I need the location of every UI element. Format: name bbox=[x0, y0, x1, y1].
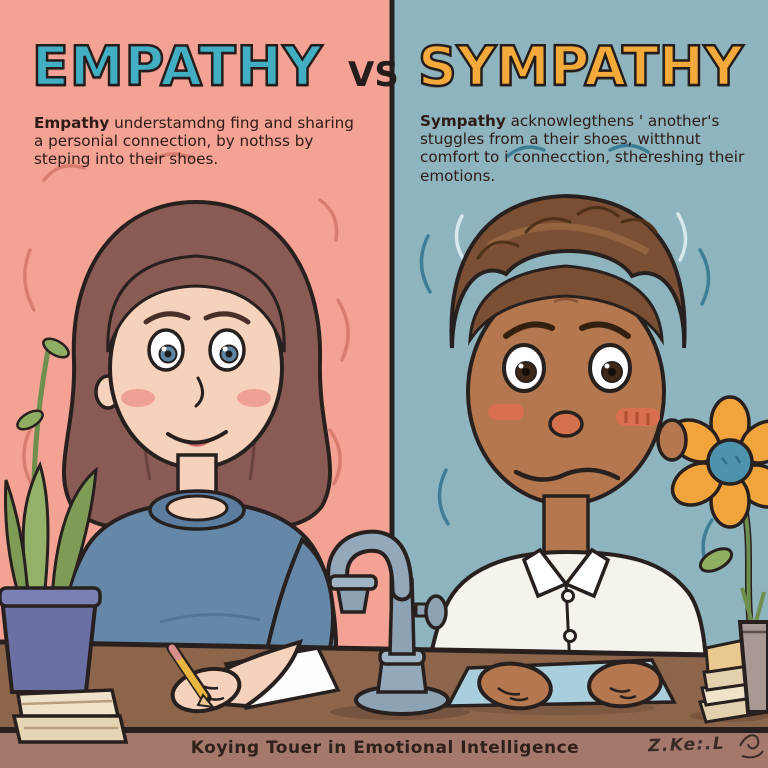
man-blush-left bbox=[488, 404, 524, 420]
shirt-button bbox=[561, 589, 575, 603]
pencil bbox=[166, 642, 216, 709]
decorative-highlights-right bbox=[454, 212, 688, 262]
faucet-illustration bbox=[326, 529, 450, 716]
sympathy-description-lead: Sympathy bbox=[420, 112, 506, 130]
empathy-title: EMPATHY bbox=[31, 35, 323, 98]
footer-caption: Koying Touer in Emotional Intelligence bbox=[190, 738, 580, 758]
signature-scribble bbox=[739, 734, 764, 759]
woman-mouth bbox=[166, 430, 228, 445]
books-stack bbox=[11, 688, 129, 744]
plant-pot bbox=[0, 337, 102, 694]
shirt-button bbox=[563, 629, 577, 643]
woman-blush-right bbox=[237, 389, 271, 407]
flower-illustration bbox=[668, 395, 768, 623]
vase bbox=[737, 587, 768, 714]
sympathy-description: Sympathy acknowlegthens ' another's stug… bbox=[420, 112, 752, 185]
sympathy-title: SYMPATHY bbox=[417, 35, 745, 98]
empathy-description: Empathy understamdng fing and sharing a … bbox=[34, 114, 366, 169]
empathy-description-lead: Empathy bbox=[34, 114, 110, 132]
artist-signature: Z.Ke:.L bbox=[647, 733, 726, 757]
woman-writing-hand bbox=[166, 639, 341, 714]
man-collar-right bbox=[563, 547, 611, 599]
man-eyebrows bbox=[503, 321, 631, 339]
woman-fringe bbox=[106, 254, 286, 353]
woman-character bbox=[53, 199, 338, 672]
vs-label: VS bbox=[348, 55, 399, 95]
woman-eyebrows bbox=[143, 311, 251, 325]
empathy-description-text: understamdng fing and sharing a personia… bbox=[34, 114, 354, 169]
man-hairline bbox=[468, 264, 664, 346]
woman-eyes bbox=[147, 328, 246, 372]
man-ear bbox=[656, 418, 688, 462]
man-character bbox=[427, 193, 709, 674]
man-nose bbox=[548, 410, 584, 438]
man-eyes bbox=[502, 343, 632, 393]
man-hands bbox=[445, 658, 677, 711]
man-mouth bbox=[513, 467, 621, 482]
sympathy-description-text: acknowlegthens ' another's stuggles from… bbox=[420, 112, 745, 185]
woman-blush-left bbox=[121, 389, 155, 407]
man-collar-left bbox=[521, 547, 569, 599]
desk-front-panel bbox=[0, 733, 768, 768]
woman-nose bbox=[194, 376, 204, 408]
